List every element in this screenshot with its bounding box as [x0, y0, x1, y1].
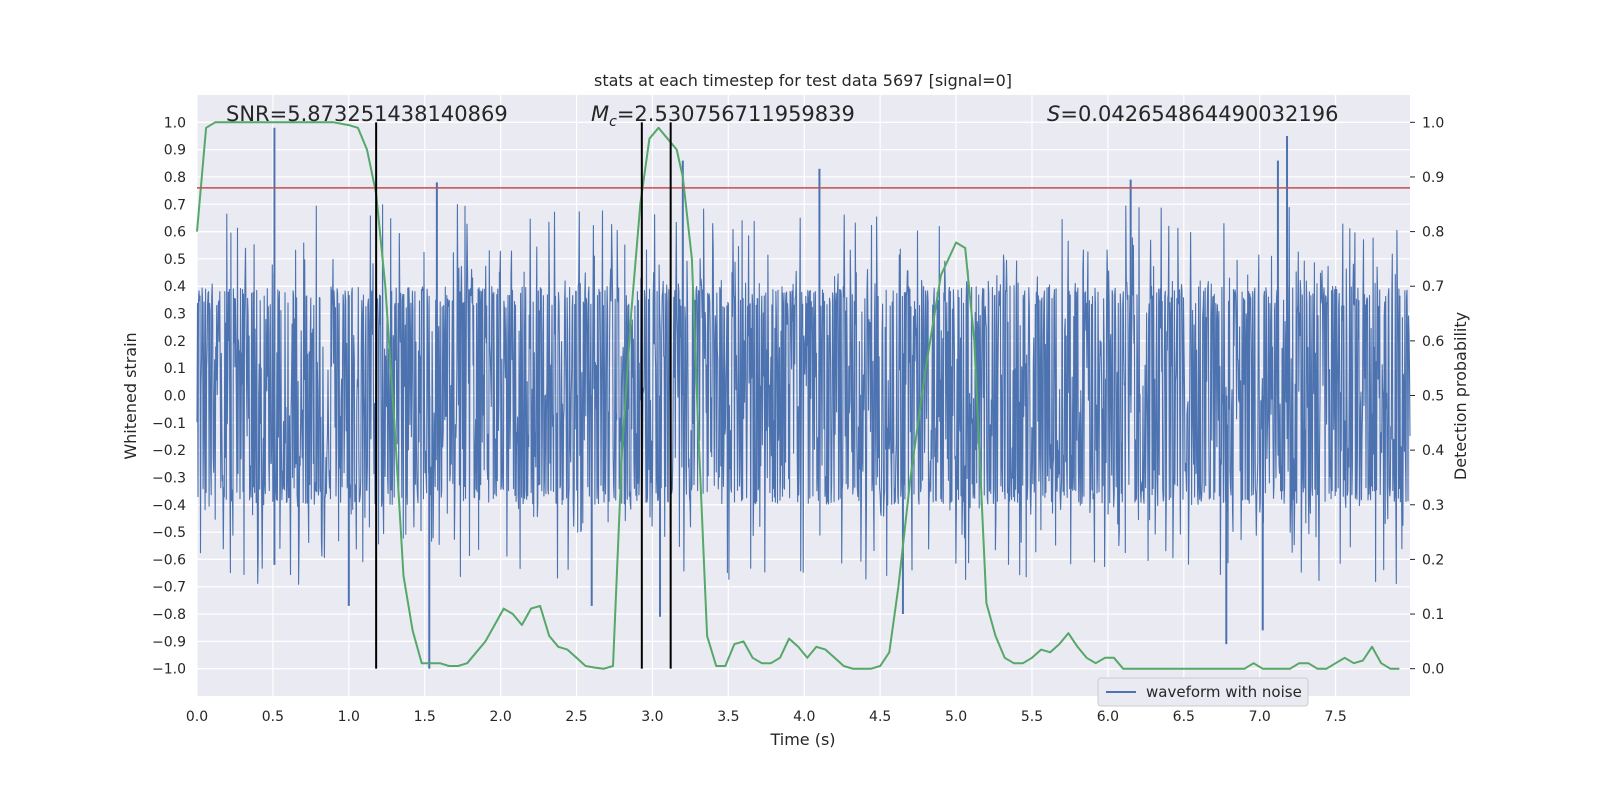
y-tick-label: −0.8: [152, 607, 186, 623]
y-tick-label: 0.9: [164, 143, 186, 159]
x-tick-label: 6.0: [1097, 709, 1119, 725]
x-tick-label: 1.5: [414, 709, 436, 725]
y-tick-label: 0.4: [164, 279, 186, 295]
y2-tick-label: 0.3: [1422, 498, 1444, 514]
chirp-mass-annotation: Mc=2.530756711959839: [591, 102, 855, 130]
y2-tick-label: 0.8: [1422, 225, 1444, 241]
chart-title: stats at each timestep for test data 569…: [594, 71, 1012, 90]
y2-tick-label: 0.1: [1422, 607, 1444, 623]
y2-tick-label: 0.7: [1422, 279, 1444, 295]
s-annotation: S=0.042654864490032196: [1047, 102, 1338, 126]
x-tick-label: 0.0: [186, 709, 208, 725]
y-tick-label: 1.0: [164, 115, 186, 131]
overlays: [197, 122, 1410, 669]
y2-tick-label: 0.4: [1422, 443, 1444, 459]
x-tick-label: 4.0: [793, 709, 815, 725]
y2-tick-label: 0.0: [1422, 662, 1444, 678]
s-value: =0.042654864490032196: [1060, 102, 1338, 126]
x-tick-label: 3.0: [641, 709, 663, 725]
y2-tick-label: 0.9: [1422, 170, 1444, 186]
y-tick-label: −0.2: [152, 443, 186, 459]
chirp-mass-symbol: M: [591, 102, 609, 126]
y-tick-label: 0.0: [164, 389, 186, 405]
y2-tick-label: 0.6: [1422, 334, 1444, 350]
y-tick-label: −0.3: [152, 470, 186, 486]
x-tick-label: 5.5: [1021, 709, 1043, 725]
y-tick-label: 0.6: [164, 225, 186, 241]
probability-line: [196, 121, 1400, 670]
x-tick-label: 6.5: [1173, 709, 1195, 725]
y2-tick-label: 1.0: [1422, 115, 1444, 131]
y-tick-label: 0.5: [164, 252, 186, 268]
y2-tick-label: 0.2: [1422, 552, 1444, 568]
x-tick-label: 3.5: [717, 709, 739, 725]
y-tick-label: 0.2: [164, 334, 186, 350]
probability-series: [196, 121, 1400, 670]
chirp-mass-value: =2.530756711959839: [617, 102, 855, 126]
x-tick-label: 2.0: [489, 709, 511, 725]
y2-axis-label: Detection probability: [1451, 312, 1470, 480]
y2-tick-label: 0.5: [1422, 389, 1444, 405]
y-tick-label: 0.7: [164, 197, 186, 213]
ticks: 0.0 0.5 1.0 1.5 2.0 2.5 3.0 3.5 4.0 4.5 5.0 5.5 6.0 6…: [152, 115, 1444, 725]
legend: waveform with noise: [1097, 677, 1309, 707]
legend-label: waveform with noise: [1146, 683, 1302, 701]
y-tick-label: −0.5: [152, 525, 186, 541]
y-axis-label: Whitened strain: [121, 332, 140, 459]
y-tick-label: −0.4: [152, 498, 186, 514]
y-tick-label: −0.9: [152, 634, 186, 650]
x-tick-label: 7.5: [1324, 709, 1346, 725]
x-tick-label: 1.0: [338, 709, 360, 725]
s-symbol: S: [1047, 102, 1060, 126]
x-tick-label: 2.5: [565, 709, 587, 725]
x-tick-label: 4.5: [869, 709, 891, 725]
x-tick-label: 7.0: [1249, 709, 1271, 725]
snr-annotation: SNR=5.873251438140869: [226, 102, 508, 126]
x-tick-label: 5.0: [945, 709, 967, 725]
x-tick-label: 0.5: [262, 709, 284, 725]
y-tick-label: −0.6: [152, 552, 186, 568]
waveform-line: [196, 203, 1411, 585]
y-tick-label: −1.0: [152, 662, 186, 678]
legend-box: [1097, 677, 1309, 707]
waveform-series: [196, 127, 1411, 669]
y-tick-label: 0.8: [164, 170, 186, 186]
chirp-mass-subscript: c: [609, 114, 617, 130]
y-tick-label: 0.3: [164, 307, 186, 323]
y-tick-label: −0.7: [152, 580, 186, 596]
x-axis-label: Time (s): [769, 730, 835, 749]
y-tick-label: 0.1: [164, 361, 186, 377]
y-tick-label: −0.1: [152, 416, 186, 432]
